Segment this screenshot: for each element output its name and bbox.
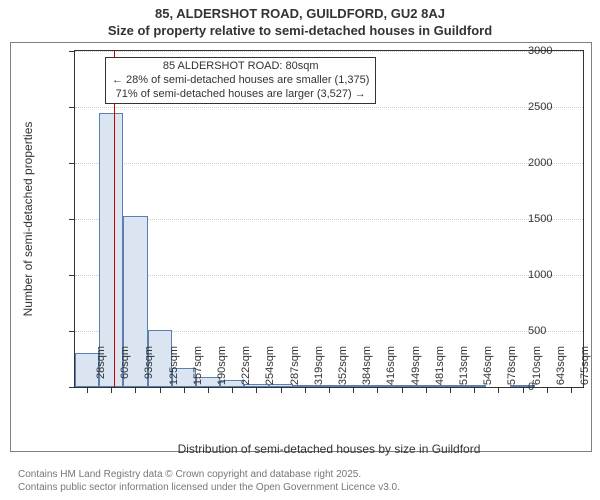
footer-line-1: Contains HM Land Registry data © Crown c… [18, 468, 400, 481]
annotation-box: 85 ALDERSHOT ROAD: 80sqm ← 28% of semi-d… [105, 57, 376, 104]
y-tick-mark [69, 163, 74, 164]
x-tick-mark [281, 388, 282, 393]
y-tick-mark [69, 107, 74, 108]
y-tick-label: 1000 [528, 269, 596, 281]
title-line-1: 85, ALDERSHOT ROAD, GUILDFORD, GU2 8AJ [0, 6, 600, 23]
footer: Contains HM Land Registry data © Crown c… [18, 468, 400, 494]
y-tick-label: 500 [528, 325, 596, 337]
x-tick-mark [402, 388, 403, 393]
x-tick-label: 449sqm [410, 346, 422, 396]
x-tick-label: 287sqm [289, 346, 301, 396]
x-tick-mark [498, 388, 499, 393]
y-tick-mark [69, 275, 74, 276]
x-tick-mark [232, 388, 233, 393]
x-tick-mark [208, 388, 209, 393]
x-axis-label: Distribution of semi-detached houses by … [74, 442, 584, 456]
x-tick-mark [256, 388, 257, 393]
x-tick-label: 481sqm [434, 346, 446, 396]
gridline [75, 51, 583, 52]
x-tick-label: 157sqm [192, 346, 204, 396]
x-tick-mark [87, 388, 88, 393]
x-tick-mark [111, 388, 112, 393]
x-tick-label: 546sqm [482, 346, 494, 396]
x-tick-label: 352sqm [337, 346, 349, 396]
x-tick-label: 643sqm [555, 346, 567, 396]
x-tick-label: 675sqm [579, 346, 591, 396]
gridline [75, 219, 583, 220]
x-tick-label: 190sqm [216, 346, 228, 396]
chart-container: 85, ALDERSHOT ROAD, GUILDFORD, GU2 8AJ S… [0, 0, 600, 500]
x-tick-mark [377, 388, 378, 393]
plot-area: 85 ALDERSHOT ROAD: 80sqm ← 28% of semi-d… [74, 50, 584, 388]
y-tick-label: 3000 [528, 45, 596, 57]
x-tick-mark [523, 388, 524, 393]
x-tick-label: 60sqm [119, 346, 131, 396]
x-tick-label: 319sqm [313, 346, 325, 396]
annotation-line-2: ← 28% of semi-detached houses are smalle… [112, 74, 369, 88]
header: 85, ALDERSHOT ROAD, GUILDFORD, GU2 8AJ S… [0, 0, 600, 40]
y-tick-mark [69, 387, 74, 388]
y-tick-label: 2500 [528, 101, 596, 113]
y-tick-label: 2000 [528, 157, 596, 169]
x-tick-mark [474, 388, 475, 393]
x-tick-mark [135, 388, 136, 393]
x-tick-mark [184, 388, 185, 393]
gridline [75, 107, 583, 108]
footer-line-2: Contains public sector information licen… [18, 481, 400, 494]
gridline [75, 163, 583, 164]
x-tick-mark [305, 388, 306, 393]
annotation-line-3: 71% of semi-detached houses are larger (… [112, 88, 369, 102]
x-tick-label: 254sqm [264, 346, 276, 396]
x-tick-mark [426, 388, 427, 393]
gridline [75, 275, 583, 276]
y-axis-label: Number of semi-detached properties [21, 122, 35, 317]
title-line-2: Size of property relative to semi-detach… [0, 23, 600, 40]
y-tick-mark [69, 219, 74, 220]
x-tick-label: 93sqm [143, 346, 155, 396]
x-tick-label: 384sqm [361, 346, 373, 396]
annotation-line-1: 85 ALDERSHOT ROAD: 80sqm [112, 60, 369, 74]
y-tick-mark [69, 331, 74, 332]
x-tick-label: 125sqm [168, 346, 180, 396]
x-tick-label: 416sqm [385, 346, 397, 396]
x-tick-mark [160, 388, 161, 393]
x-tick-mark [353, 388, 354, 393]
x-tick-mark [450, 388, 451, 393]
x-tick-mark [329, 388, 330, 393]
x-tick-label: 578sqm [506, 346, 518, 396]
x-tick-label: 222sqm [240, 346, 252, 396]
y-tick-label: 1500 [528, 213, 596, 225]
x-tick-label: 513sqm [458, 346, 470, 396]
x-tick-label: 610sqm [531, 346, 543, 396]
y-tick-mark [69, 51, 74, 52]
x-tick-mark [571, 388, 572, 393]
x-tick-label: 28sqm [95, 346, 107, 396]
x-tick-mark [547, 388, 548, 393]
